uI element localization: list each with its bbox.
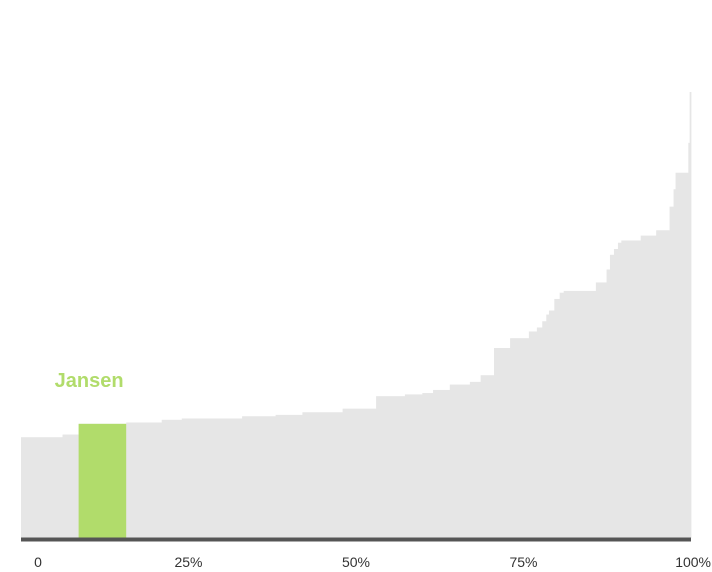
bar-segment-39 <box>689 92 692 538</box>
highlight-bar <box>78 423 127 538</box>
highlight-label: Jansen <box>55 370 124 392</box>
bar-segment-10 <box>376 396 406 538</box>
x-tick-label-4: 100% <box>675 554 711 570</box>
bar-segment-32 <box>621 240 642 538</box>
bar-segment-34 <box>656 230 670 538</box>
bar-segment-36 <box>673 189 676 538</box>
bar-segment-3 <box>126 422 163 538</box>
bar-segment-25 <box>559 292 565 538</box>
bar-segment-20 <box>536 327 543 538</box>
bar-segment-22 <box>546 314 550 538</box>
bar-segment-13 <box>433 389 451 538</box>
x-tick-label-1: 25% <box>174 554 202 570</box>
bar-segment-19 <box>528 331 538 538</box>
bar-segment-0 <box>21 437 63 538</box>
bar-segment-7 <box>275 414 303 538</box>
bar-segment-31 <box>617 242 622 539</box>
bar-segment-24 <box>554 298 561 538</box>
bar-segment-12 <box>422 393 434 538</box>
bar-segment-14 <box>449 384 471 538</box>
bar-segment-27 <box>595 282 607 538</box>
highlight-group: Jansen <box>55 370 127 538</box>
bar-segment-6 <box>242 416 276 538</box>
x-tick-label-2: 50% <box>342 554 370 570</box>
bar-segment-16 <box>480 375 495 538</box>
bar-segment-33 <box>640 235 657 538</box>
bar-segment-9 <box>342 408 377 538</box>
bar-segment-28 <box>606 269 611 538</box>
bar-segment-21 <box>542 321 547 538</box>
bar-segment-15 <box>469 381 482 538</box>
bar-segment-18 <box>510 338 530 538</box>
x-tick-label-3: 75% <box>509 554 537 570</box>
bar-segment-1 <box>62 434 80 538</box>
bar-segment-8 <box>302 412 343 538</box>
bar-segment-26 <box>563 290 597 538</box>
bar-segment-30 <box>613 248 619 538</box>
bar-segment-23 <box>548 310 555 538</box>
bar-segment-38 <box>688 142 691 538</box>
bar-segment-29 <box>609 254 615 539</box>
bar-segment-11 <box>404 394 423 538</box>
bar-segment-35 <box>669 206 674 538</box>
bar-segment-5 <box>181 418 243 538</box>
bar-segment-4 <box>161 419 183 538</box>
bar-segment-37 <box>675 172 689 538</box>
x-tick-label-0: 0 <box>34 554 42 570</box>
x-tick-labels: 0 25% 50% 75% 100% <box>34 554 711 570</box>
bar-segment-17 <box>494 348 511 538</box>
